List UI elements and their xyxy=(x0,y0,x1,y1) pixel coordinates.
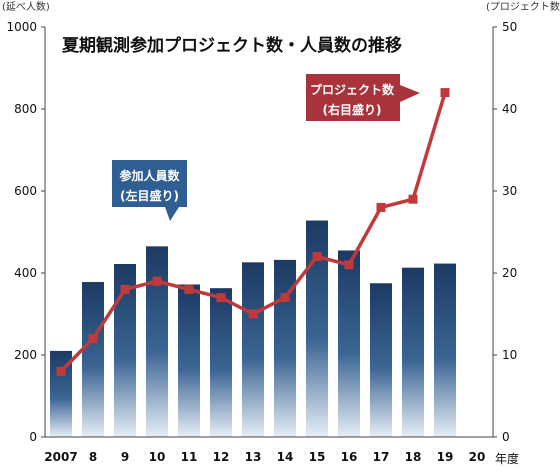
bar-series xyxy=(50,220,456,437)
x-tick-label: 17 xyxy=(373,450,390,464)
line-marker xyxy=(184,284,194,294)
x-tick-label: 15 xyxy=(309,450,326,464)
x-tick-label: 9 xyxy=(121,450,129,464)
right-tick-label: 30 xyxy=(502,184,517,198)
line-series xyxy=(56,88,450,376)
line-marker xyxy=(344,260,354,270)
bars-annotation-box xyxy=(112,160,187,221)
line-marker xyxy=(152,276,162,286)
bar xyxy=(370,283,392,437)
line-marker xyxy=(216,293,226,303)
line-annotation: プロジェクト数 (右目盛り) xyxy=(306,74,420,121)
line-annotation-line2: (右目盛り) xyxy=(323,102,382,117)
x-tick-label: 16 xyxy=(341,450,358,464)
bar xyxy=(242,262,264,437)
left-tick-label: 0 xyxy=(29,430,37,444)
right-tick-label: 50 xyxy=(502,20,517,34)
right-axis-label: (プロジェクト数) xyxy=(486,0,560,13)
bar xyxy=(434,263,456,437)
line-annotation-line1: プロジェクト数 xyxy=(310,82,395,97)
x-tick-label: 8 xyxy=(89,450,97,464)
line-marker xyxy=(56,366,66,376)
right-tick-label: 0 xyxy=(502,430,510,444)
x-tick-label: 14 xyxy=(277,450,294,464)
line-marker xyxy=(408,194,418,204)
x-axis-label: 年度 xyxy=(495,451,519,466)
x-tick-label: 13 xyxy=(245,450,262,464)
x-tick-label: 12 xyxy=(213,450,230,464)
x-tick-label: 19 xyxy=(437,450,454,464)
x-tick-label: 10 xyxy=(149,450,166,464)
right-tick-label: 20 xyxy=(502,266,517,280)
bars-annotation-line2: (左目盛り) xyxy=(120,188,179,203)
line-marker xyxy=(88,334,98,344)
left-axis-label: (延べ人数) xyxy=(2,0,50,13)
bar xyxy=(146,246,168,437)
line-marker xyxy=(376,202,386,212)
left-tick-label: 800 xyxy=(14,102,37,116)
bars-annotation-line1: 参加人員数 xyxy=(119,168,180,183)
left-tick-label: 200 xyxy=(14,348,37,362)
line-marker xyxy=(440,88,450,98)
right-axis-ticks: 0 10 20 30 40 50 xyxy=(493,20,517,444)
bar xyxy=(82,282,104,437)
left-tick-label: 600 xyxy=(14,184,37,198)
x-tick-label: 11 xyxy=(181,450,198,464)
bar xyxy=(50,350,72,437)
x-tick-label: 18 xyxy=(405,450,422,464)
bar xyxy=(274,259,296,437)
bar xyxy=(306,220,328,437)
left-axis-ticks: 0 200 400 600 800 1000 xyxy=(6,20,45,444)
bar xyxy=(402,267,424,437)
bar xyxy=(210,288,232,437)
line-marker xyxy=(248,309,258,319)
line-annotation-box xyxy=(306,74,420,121)
x-tick-label: 2007 xyxy=(44,450,77,464)
bar xyxy=(114,263,136,437)
chart-title: 夏期観測参加プロジェクト数・人員数の推移 xyxy=(62,35,402,56)
line-marker xyxy=(120,284,130,294)
x-tick-label: 20 xyxy=(469,450,486,464)
bar xyxy=(338,250,360,437)
bar xyxy=(178,284,200,437)
left-tick-label: 400 xyxy=(14,266,37,280)
line-marker xyxy=(312,252,322,262)
right-tick-label: 10 xyxy=(502,348,517,362)
bars-annotation: 参加人員数 (左目盛り) xyxy=(112,160,187,221)
right-tick-label: 40 xyxy=(502,102,517,116)
left-tick-label: 1000 xyxy=(6,20,37,34)
x-axis-ticks: 2007 8 9 10 11 12 13 14 15 16 17 18 19 20 xyxy=(44,450,485,464)
line-marker xyxy=(280,293,290,303)
